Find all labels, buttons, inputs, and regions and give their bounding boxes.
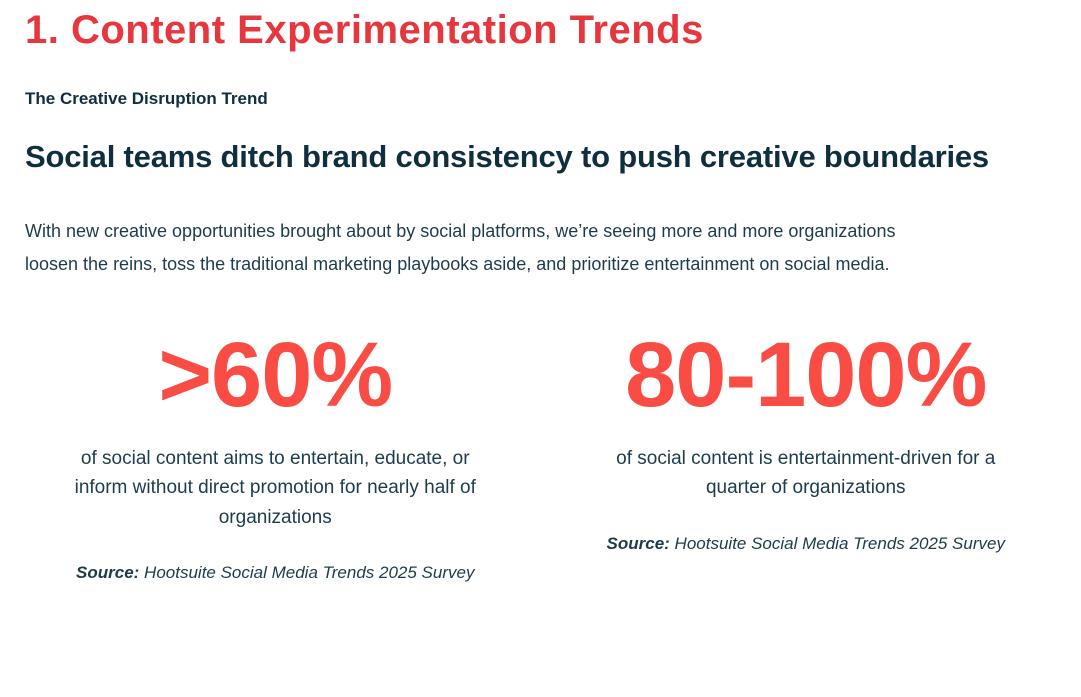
section-title: 1. Content Experimentation Trends: [25, 8, 704, 52]
stat-value-right: 80-100%: [625, 324, 987, 427]
article-section: 1. Content Experimentation Trends The Cr…: [25, 8, 1057, 586]
stat-description-left: of social content aims to entertain, edu…: [74, 447, 476, 528]
stat-card-left: >60% of social content aims to entertain…: [25, 324, 526, 586]
stat-value-left: >60%: [158, 324, 393, 427]
source-text-left: Hootsuite Social Media Trends 2025 Surve…: [144, 563, 475, 583]
stats-row: >60% of social content aims to entertain…: [25, 324, 1057, 586]
stat-source-right: Source: Hootsuite Social Media Trends 20…: [606, 531, 1006, 557]
stat-card-right: 80-100% of social content is entertainme…: [556, 324, 1057, 585]
trend-heading: Social teams ditch brand consistency to …: [25, 139, 989, 174]
stat-source-left: Source: Hootsuite Social Media Trends 20…: [75, 560, 475, 586]
source-text-right: Hootsuite Social Media Trends 2025 Surve…: [674, 533, 1005, 553]
source-label-left: Source:: [76, 563, 140, 583]
trend-paragraph: With new creative opportunities brought …: [25, 220, 896, 274]
trend-eyebrow: The Creative Disruption Trend: [25, 89, 268, 108]
stat-description-right: of social content is entertainment-drive…: [616, 447, 996, 499]
source-label-right: Source:: [606, 533, 670, 553]
